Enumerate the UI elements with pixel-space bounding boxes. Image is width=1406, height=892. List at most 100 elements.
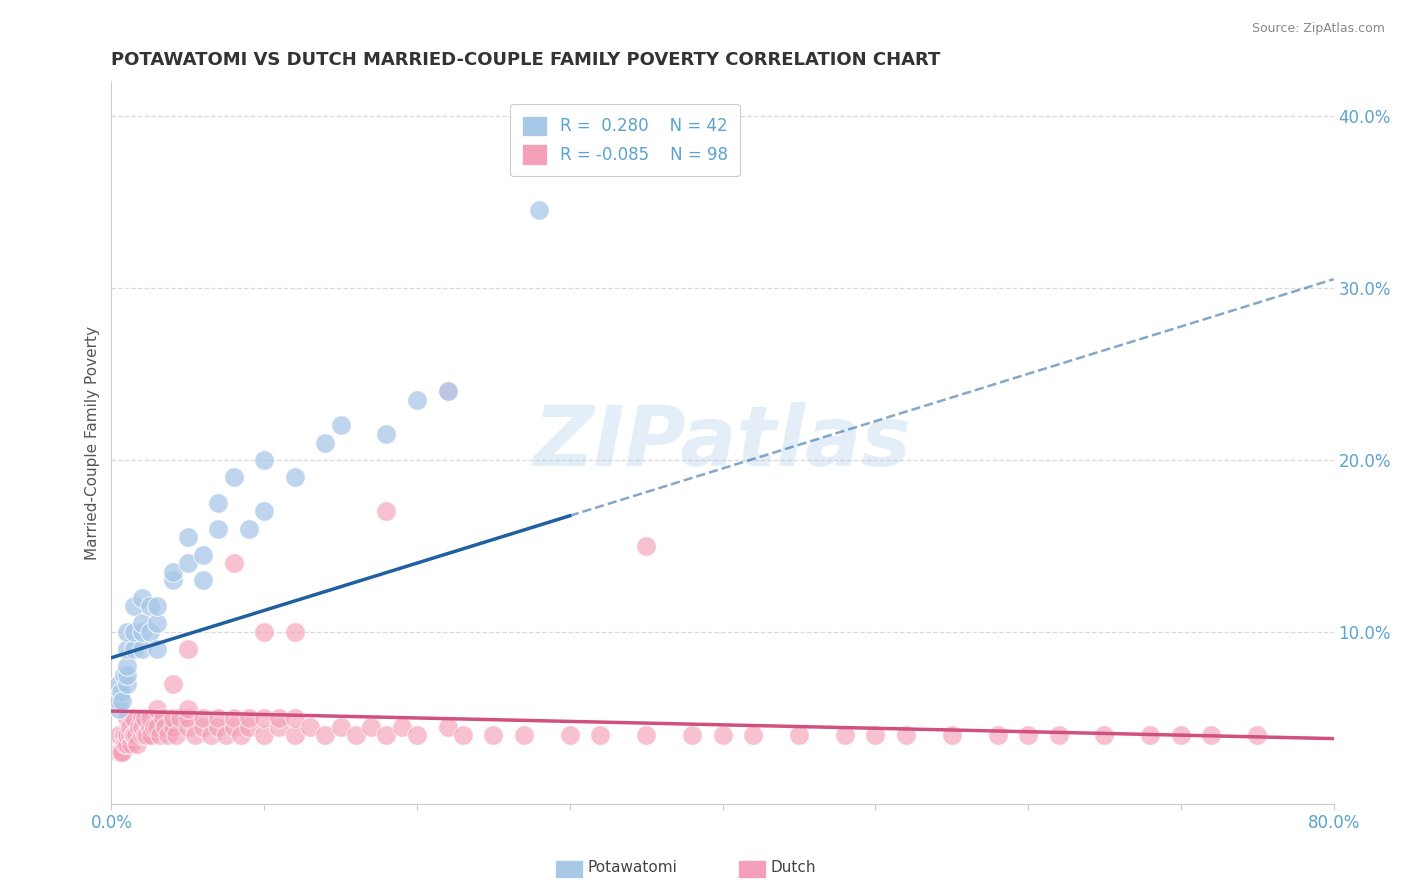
Point	[108, 702, 131, 716]
Point	[314, 728, 336, 742]
Point	[108, 676, 131, 690]
Point	[153, 720, 176, 734]
Point	[941, 728, 963, 742]
Point	[1047, 728, 1070, 742]
Point	[177, 711, 200, 725]
Point	[115, 659, 138, 673]
Point	[284, 624, 307, 639]
Point	[139, 728, 162, 742]
Point	[124, 711, 146, 725]
Point	[986, 728, 1008, 742]
Point	[111, 745, 134, 759]
Point	[108, 694, 131, 708]
Point	[169, 711, 191, 725]
Point	[110, 685, 132, 699]
Point	[681, 728, 703, 742]
Text: POTAWATOMI VS DUTCH MARRIED-COUPLE FAMILY POVERTY CORRELATION CHART: POTAWATOMI VS DUTCH MARRIED-COUPLE FAMIL…	[111, 51, 941, 69]
Point	[146, 702, 169, 716]
Point	[115, 728, 138, 742]
Point	[149, 728, 172, 742]
Point	[112, 668, 135, 682]
Point	[177, 702, 200, 716]
Point	[375, 427, 398, 442]
Point	[636, 728, 658, 742]
Point	[111, 694, 134, 708]
Point	[558, 728, 581, 742]
Point	[108, 745, 131, 759]
Point	[124, 624, 146, 639]
Point	[314, 435, 336, 450]
Point	[436, 720, 458, 734]
Point	[115, 624, 138, 639]
Point	[191, 574, 214, 588]
Point	[156, 728, 179, 742]
Point	[299, 720, 322, 734]
Point	[711, 728, 734, 742]
Point	[128, 720, 150, 734]
Point	[114, 737, 136, 751]
Point	[115, 676, 138, 690]
Point	[527, 203, 550, 218]
Point	[162, 565, 184, 579]
Point	[138, 599, 160, 614]
Point	[162, 720, 184, 734]
Point	[1201, 728, 1223, 742]
Point	[436, 384, 458, 398]
Point	[124, 642, 146, 657]
Point	[143, 720, 166, 734]
Point	[120, 737, 142, 751]
Point	[375, 728, 398, 742]
Point	[1139, 728, 1161, 742]
Point	[135, 728, 157, 742]
Point	[131, 728, 153, 742]
Point	[391, 720, 413, 734]
Point	[115, 668, 138, 682]
Point	[284, 728, 307, 742]
Text: Dutch: Dutch	[770, 861, 815, 875]
Point	[124, 728, 146, 742]
Point	[451, 728, 474, 742]
Point	[127, 737, 149, 751]
Point	[253, 711, 276, 725]
Point	[269, 720, 291, 734]
Point	[436, 384, 458, 398]
Point	[200, 728, 222, 742]
Point	[115, 711, 138, 725]
Point	[134, 728, 156, 742]
Point	[138, 624, 160, 639]
Point	[108, 728, 131, 742]
Legend: R =  0.280    N = 42, R = -0.085    N = 98: R = 0.280 N = 42, R = -0.085 N = 98	[510, 104, 740, 177]
Point	[177, 720, 200, 734]
Point	[1246, 728, 1268, 742]
Point	[125, 728, 148, 742]
Point	[222, 711, 245, 725]
Point	[284, 711, 307, 725]
Point	[146, 616, 169, 631]
Point	[222, 720, 245, 734]
Point	[238, 522, 260, 536]
Point	[742, 728, 765, 742]
Point	[131, 616, 153, 631]
Point	[787, 728, 810, 742]
Point	[146, 599, 169, 614]
Point	[146, 642, 169, 657]
Point	[115, 642, 138, 657]
Point	[406, 392, 429, 407]
Point	[284, 470, 307, 484]
Point	[118, 728, 141, 742]
Point	[138, 720, 160, 734]
Point	[222, 556, 245, 570]
Text: Potawatomi: Potawatomi	[588, 861, 678, 875]
Point	[207, 711, 229, 725]
Point	[177, 642, 200, 657]
Point	[118, 720, 141, 734]
Point	[207, 522, 229, 536]
Point	[191, 720, 214, 734]
Point	[253, 453, 276, 467]
Point	[124, 599, 146, 614]
Y-axis label: Married-Couple Family Poverty: Married-Couple Family Poverty	[86, 326, 100, 559]
Point	[834, 728, 856, 742]
Point	[112, 728, 135, 742]
Point	[360, 720, 382, 734]
Point	[329, 418, 352, 433]
